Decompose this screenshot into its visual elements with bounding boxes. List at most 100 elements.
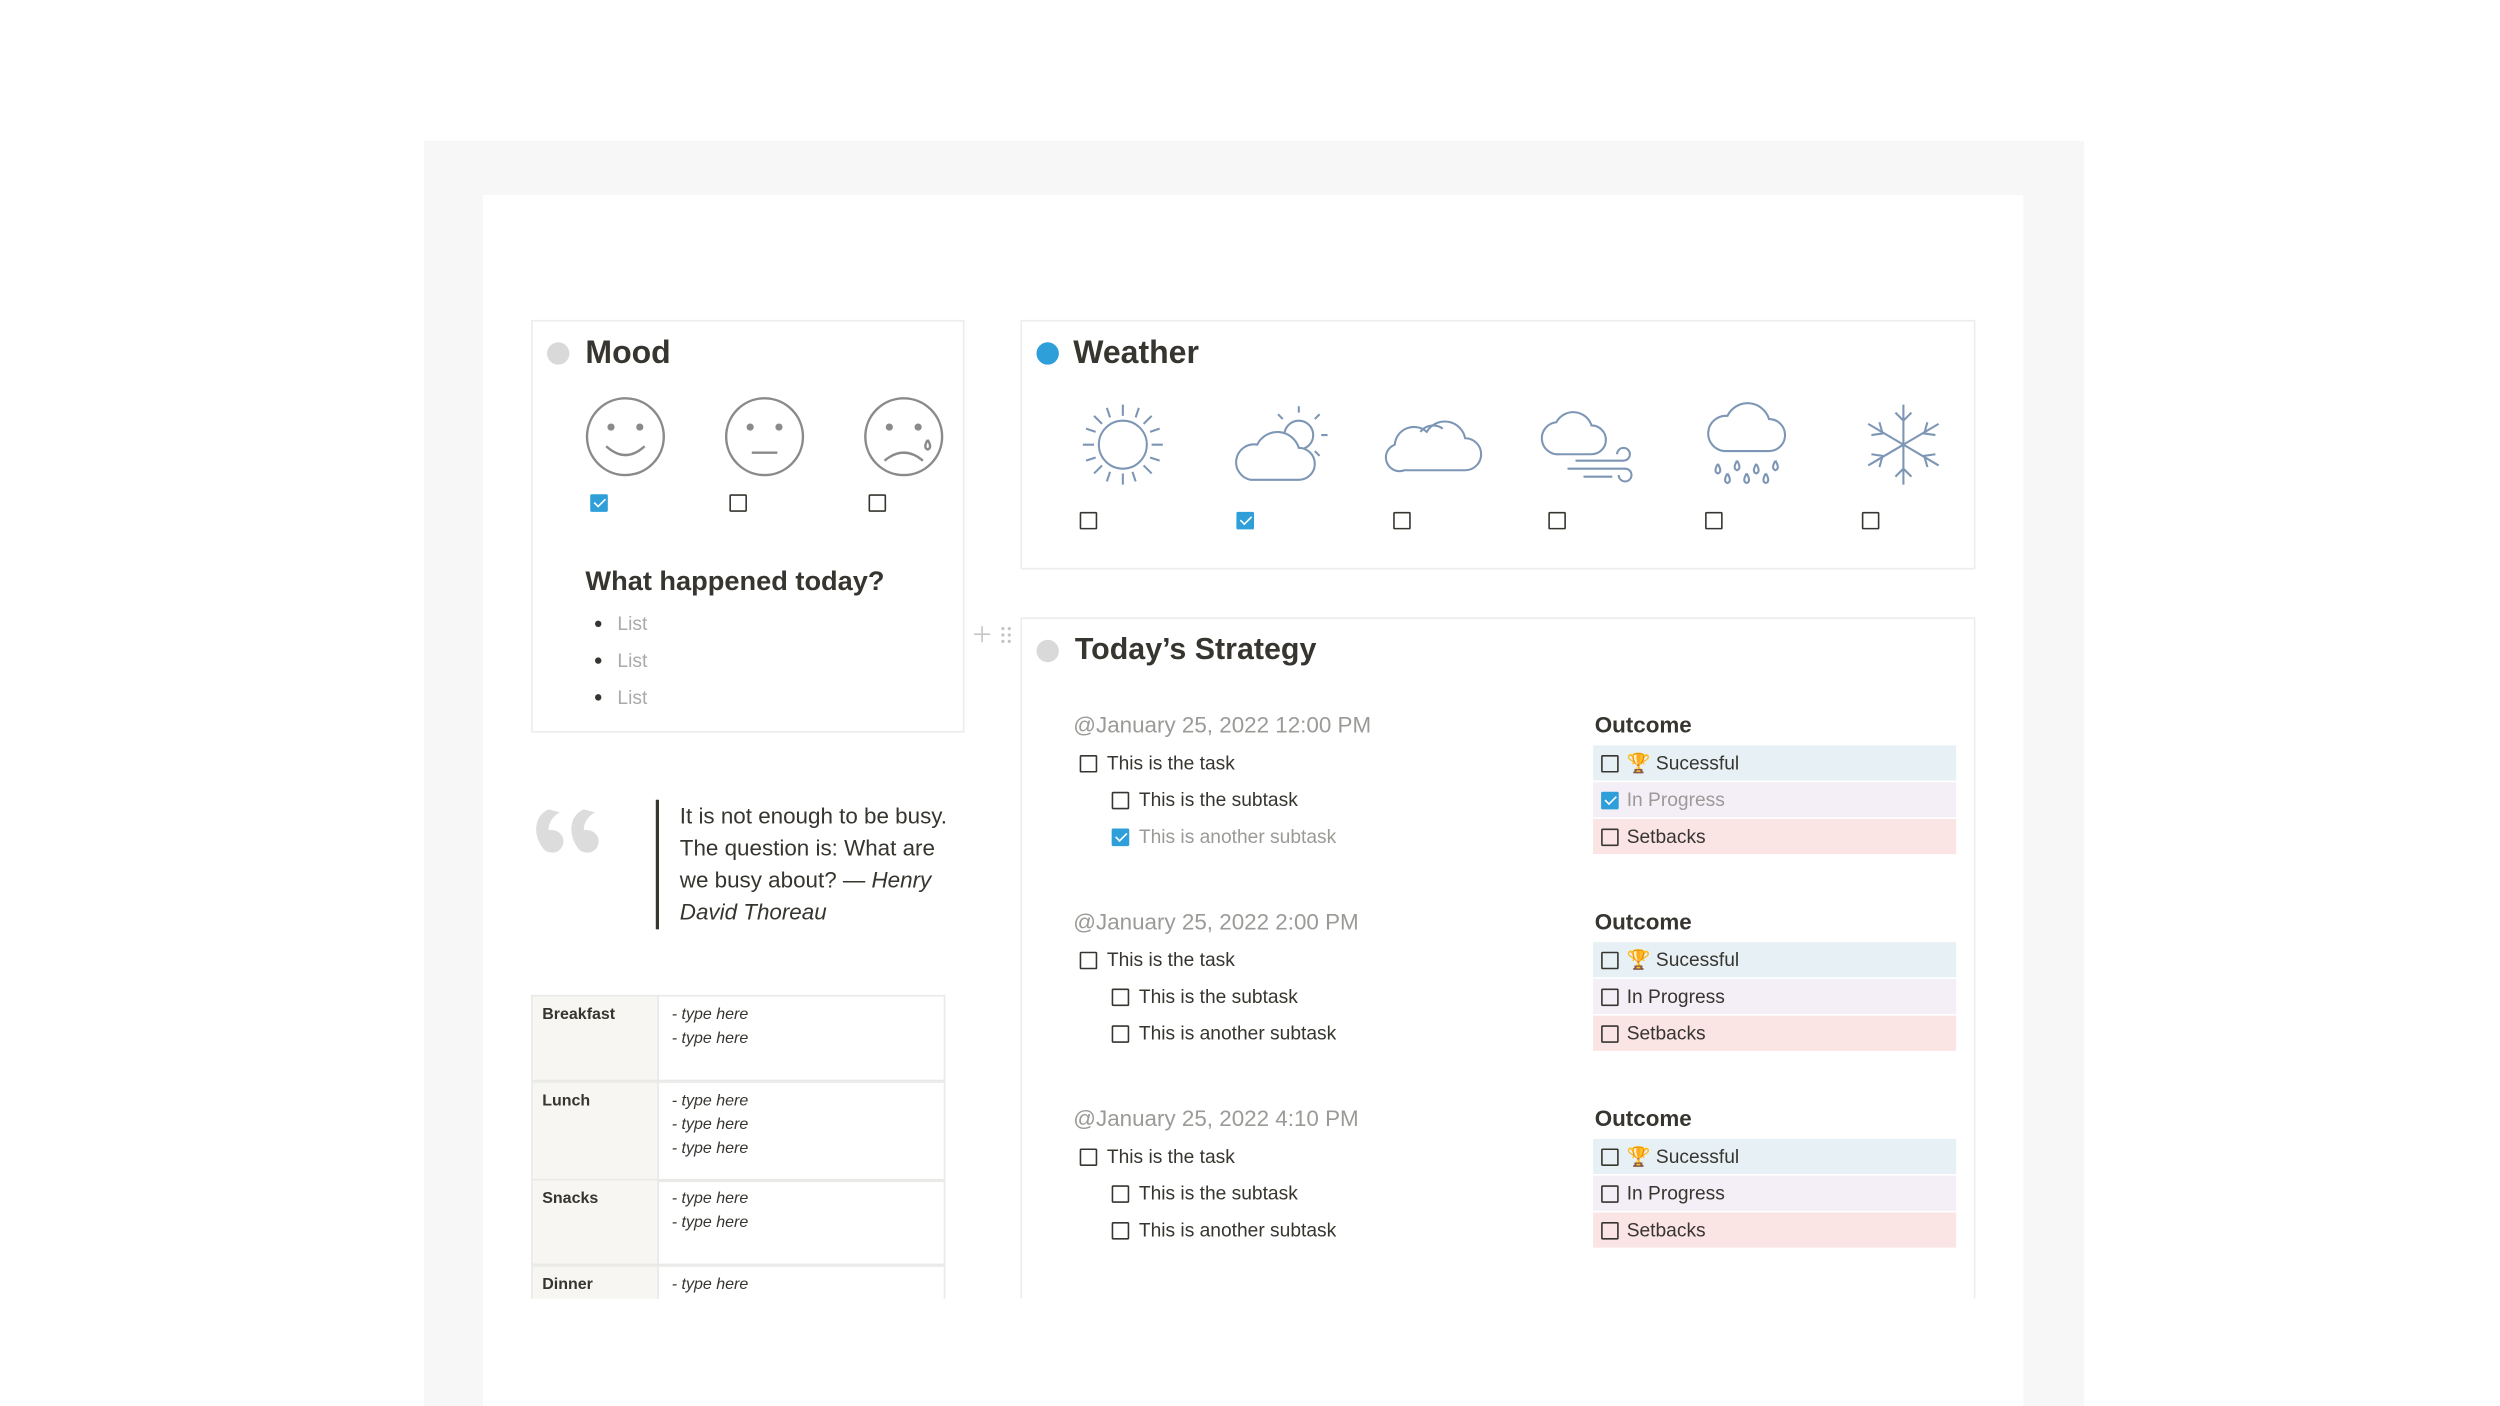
checkbox[interactable] — [1601, 987, 1619, 1006]
checkbox[interactable] — [1601, 1024, 1619, 1043]
checkbox[interactable] — [1079, 950, 1098, 969]
checkbox[interactable] — [1111, 790, 1130, 809]
outcome: In Progress — [1626, 788, 1725, 811]
neutral-face — [724, 397, 805, 477]
outcome: In Progress — [1626, 985, 1725, 1008]
subtask: This is the subtask — [1138, 788, 1298, 811]
mood-dot — [547, 342, 570, 365]
outcome: 🏆 Sucessful — [1626, 1145, 1740, 1168]
task-date: @January 25, 2022 2:00 PM — [1073, 908, 1359, 935]
checkbox[interactable] — [1236, 511, 1254, 529]
quote: It is not enough to be busy. The questio… — [680, 800, 962, 928]
quote-mark — [536, 809, 599, 853]
outcome: Setbacks — [1626, 1022, 1706, 1045]
weather-icons — [1082, 402, 1940, 485]
checkbox[interactable] — [1111, 987, 1130, 1006]
content: Mood What happened today? Weather Today’… — [0, 0, 2500, 1299]
cloud-icon — [1384, 420, 1483, 473]
task-date: @January 25, 2022 4:10 PM — [1073, 1105, 1359, 1131]
meal-label-cell — [531, 1081, 659, 1183]
checkbox[interactable] — [868, 493, 887, 512]
meal-value: - type here — [671, 1140, 749, 1159]
mood-card — [531, 319, 965, 733]
checkbox[interactable] — [1601, 827, 1619, 846]
mood-title: Mood — [585, 335, 671, 372]
meal-label: Breakfast — [542, 1006, 616, 1024]
checkbox[interactable] — [1079, 511, 1098, 529]
outcome-row — [1593, 1175, 1957, 1211]
weather-title: Weather — [1073, 335, 1199, 372]
outcome: Setbacks — [1626, 825, 1706, 848]
weather-card — [1020, 319, 1976, 570]
bullet — [595, 620, 602, 628]
task-date: @January 25, 2022 12:00 PM — [1073, 711, 1372, 738]
task: This is the task — [1106, 948, 1235, 971]
meal-value-cell — [657, 1081, 946, 1183]
strategy-dot — [1036, 639, 1059, 663]
weather-dot — [1036, 342, 1059, 365]
subtask: This is another subtask — [1138, 825, 1337, 848]
quote-author: Henry David Thoreau — [679, 866, 932, 925]
outcome-row — [1593, 1212, 1957, 1248]
meal-value: - type here — [671, 1276, 749, 1294]
strategy-title: Today’s Strategy — [1074, 633, 1317, 667]
outcome-row — [1593, 1138, 1957, 1175]
list-item: List — [617, 686, 648, 709]
checkbox[interactable] — [1601, 1147, 1619, 1166]
icons — [536, 342, 1940, 930]
checkbox[interactable] — [1111, 1221, 1130, 1239]
checkbox[interactable] — [1601, 1184, 1619, 1203]
checkbox[interactable] — [1601, 790, 1619, 809]
outcome-row — [1593, 818, 1957, 855]
meal-label-cell — [531, 1265, 659, 1299]
mood-heading: What happened today? — [585, 566, 885, 597]
meal-value: - type here — [671, 1006, 749, 1024]
meal-value: - type here — [671, 1030, 749, 1048]
meal-label: Dinner — [542, 1276, 593, 1294]
meal-value: - type here — [671, 1214, 749, 1232]
mood-faces — [585, 397, 944, 477]
bullet — [595, 694, 602, 701]
subtask: This is the subtask — [1138, 985, 1298, 1008]
checkbox[interactable] — [1079, 1147, 1098, 1166]
task: This is the task — [1106, 751, 1235, 775]
checkbox[interactable] — [1111, 1024, 1130, 1043]
outcome-row — [1593, 978, 1957, 1015]
list-item: List — [617, 649, 648, 672]
sun-cloud-icon — [1235, 406, 1328, 481]
meal-label-cell — [531, 994, 659, 1082]
subtask: This is the subtask — [1138, 1182, 1298, 1205]
checkbox[interactable] — [1111, 827, 1130, 846]
outcome: 🏆 Sucessful — [1626, 948, 1740, 971]
checkbox[interactable] — [1392, 511, 1411, 529]
outcome-row — [1593, 942, 1957, 978]
wind-icon — [1540, 411, 1633, 483]
meal-label: Lunch — [542, 1092, 591, 1111]
quote-text: It is not enough to be busy. The questio… — [679, 802, 948, 893]
checkbox[interactable] — [1861, 511, 1880, 529]
outcome: 🏆 Sucessful — [1626, 751, 1740, 775]
outcome-title: Outcome — [1594, 1105, 1692, 1131]
rain-icon — [1707, 402, 1787, 485]
meal-value-cell — [657, 994, 946, 1082]
outcome: Setbacks — [1626, 1218, 1706, 1242]
happy-face — [585, 397, 665, 477]
checkbox[interactable] — [1705, 511, 1723, 529]
sad-face — [864, 397, 944, 477]
checkbox[interactable] — [1111, 1184, 1130, 1203]
checkbox[interactable] — [1601, 754, 1619, 772]
checkbox[interactable] — [1601, 950, 1619, 969]
meal-label: Snacks — [542, 1190, 599, 1208]
meal-value-cell — [657, 1265, 946, 1299]
outcome-title: Outcome — [1594, 711, 1692, 738]
checkbox[interactable] — [590, 493, 608, 512]
strategy-card — [1020, 617, 1976, 1299]
checkbox[interactable] — [1079, 754, 1098, 772]
outcome: In Progress — [1626, 1182, 1725, 1205]
checkbox[interactable] — [1548, 511, 1567, 529]
checkbox[interactable] — [1601, 1221, 1619, 1239]
checkbox[interactable] — [729, 493, 747, 512]
snow-icon — [1867, 404, 1940, 485]
